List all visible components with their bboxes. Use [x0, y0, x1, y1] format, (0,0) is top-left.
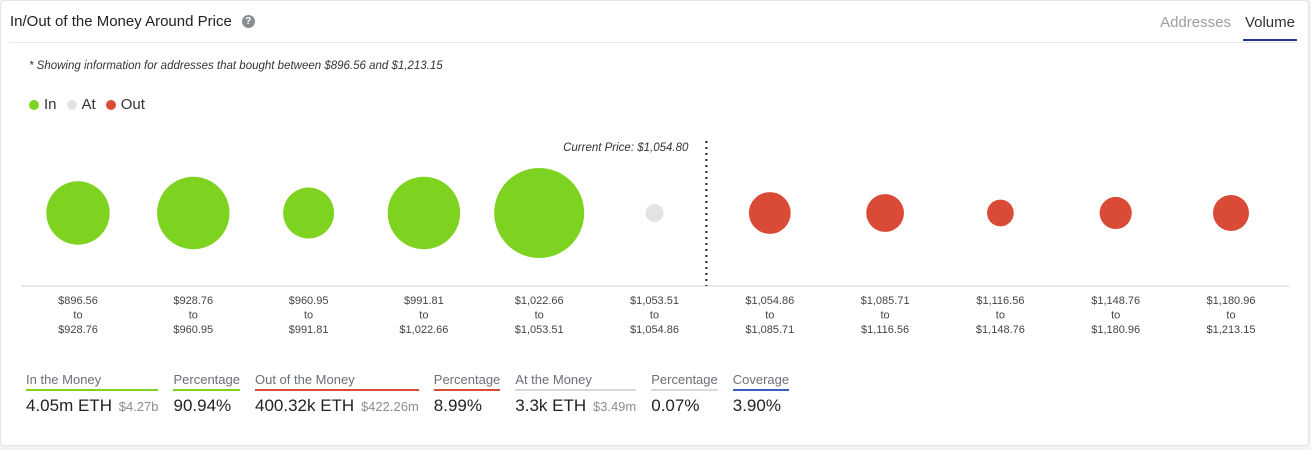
view-tabs: Addresses Volume	[1158, 14, 1297, 41]
bucket-range-label: $896.56	[58, 295, 98, 307]
stat-value: 400.32k ETH $422.26m	[254, 396, 419, 415]
stat-value: 0.07%	[651, 396, 700, 415]
stat-in-the-money: In the Money 4.05m ETH $4.27b	[26, 372, 159, 416]
legend: In At Out	[29, 96, 145, 113]
bubble-in[interactable]	[157, 176, 230, 250]
stat-value: 90.94%	[173, 396, 232, 415]
bucket-range-label: $1,085.71	[861, 295, 910, 307]
bucket-range-label: $1,053.51	[630, 295, 679, 307]
stat-label: Percentage	[651, 372, 718, 391]
bucket-range-label: $960.95	[289, 295, 329, 307]
bucket-range-label: $1,213.15	[1207, 324, 1256, 336]
bucket-range-label: to	[535, 310, 544, 322]
bucket-range-label: $928.76	[173, 295, 213, 307]
question-mark-icon[interactable]: ?	[241, 15, 255, 28]
stat-label: Coverage	[732, 372, 790, 391]
bucket-range-label: to	[73, 310, 82, 322]
bubble-in[interactable]	[46, 181, 110, 245]
card-title: In/Out of the Money Around Price ?	[10, 13, 255, 30]
stat-label: Out of the Money	[254, 372, 419, 391]
stat-coverage: Coverage 3.90%	[732, 372, 790, 416]
bucket-range-label: to	[1111, 310, 1120, 322]
bucket-range-label: to	[650, 310, 659, 322]
stat-at-the-money: At the Money 3.3k ETH $3.49m	[515, 372, 637, 416]
bucket-range-label: to	[881, 310, 890, 322]
legend-out-label: Out	[120, 96, 145, 113]
bucket-range-label: $1,054.86	[745, 295, 794, 307]
bubble-out[interactable]	[1099, 196, 1132, 230]
stat-at-percentage: Percentage 0.07%	[651, 372, 718, 416]
bubble-in[interactable]	[494, 168, 585, 258]
bucket-range-label: $1,148.76	[976, 324, 1025, 336]
stats-row: In the Money 4.05m ETH $4.27b Percentage…	[26, 372, 790, 416]
bubble-out[interactable]	[987, 199, 1014, 227]
header-divider	[10, 42, 1298, 43]
bubble-at[interactable]	[645, 204, 664, 222]
tab-addresses[interactable]: Addresses	[1160, 14, 1231, 31]
stat-label: In the Money	[26, 372, 159, 391]
tab-volume[interactable]: Volume	[1242, 14, 1297, 41]
card-title-text: In/Out of the Money Around Price	[10, 13, 232, 30]
bucket-range-label: $1,180.96	[1207, 295, 1256, 307]
bucket-range-label: $960.95	[173, 324, 213, 336]
stat-value: 3.90%	[732, 396, 781, 415]
legend-at-label: At	[81, 96, 96, 113]
bucket-range-label: to	[419, 310, 428, 322]
bucket-range-label: $1,085.71	[745, 324, 794, 336]
stat-label: Percentage	[173, 372, 240, 391]
legend-in-dot-icon	[29, 99, 39, 110]
bucket-range-label: to	[189, 310, 198, 322]
bubble-out[interactable]	[866, 194, 904, 232]
stat-out-of-the-money: Out of the Money 400.32k ETH $422.26m	[254, 372, 419, 416]
stat-value: 8.99%	[433, 396, 482, 415]
range-note: * Showing information for addresses that…	[29, 60, 443, 72]
bucket-range-label: $1,116.56	[976, 295, 1024, 307]
bucket-range-label: $1,148.76	[1091, 295, 1140, 307]
bucket-range-label: $991.81	[404, 295, 444, 307]
legend-at-dot-icon	[66, 99, 77, 110]
stat-label: Percentage	[433, 372, 501, 391]
legend-item-out[interactable]: Out	[105, 96, 145, 113]
stat-value: 4.05m ETH $4.27b	[26, 396, 159, 415]
stat-out-percentage: Percentage 8.99%	[433, 372, 501, 416]
bubble-in[interactable]	[387, 176, 461, 250]
bucket-range-label: to	[996, 310, 1005, 322]
bubble-in[interactable]	[283, 187, 335, 239]
legend-out-dot-icon	[105, 99, 116, 110]
bubble-chart: $896.56 to $928.76 $928.76 to $960.95 $960.95 t…	[21, 141, 1289, 336]
stat-value: 3.3k ETH $3.49m	[515, 396, 637, 415]
current-price-label: Current Price: $1,054.80	[563, 142, 689, 154]
bucket-range-label: to	[1226, 310, 1235, 322]
bucket-range-label: $1,022.66	[399, 324, 448, 336]
bubble-out[interactable]	[748, 192, 791, 234]
legend-in-label: In	[44, 96, 57, 113]
bucket-range-label: $1,022.66	[515, 295, 564, 307]
bucket-range-label: $1,054.86	[630, 324, 679, 336]
stat-label: At the Money	[515, 372, 637, 391]
bucket-range-label: $1,116.56	[861, 324, 909, 336]
bubble-out[interactable]	[1213, 195, 1249, 231]
bucket-range-label: to	[304, 310, 313, 322]
stat-in-percentage: Percentage 90.94%	[173, 372, 240, 416]
legend-item-in[interactable]: In	[29, 96, 57, 113]
bucket-range-label: $991.81	[289, 324, 329, 336]
bucket-range-label: $928.76	[58, 324, 98, 336]
bucket-range-label: to	[765, 310, 774, 322]
legend-item-at[interactable]: At	[66, 96, 96, 113]
bucket-range-label: $1,053.51	[515, 324, 564, 336]
bucket-range-label: $1,180.96	[1091, 324, 1140, 336]
